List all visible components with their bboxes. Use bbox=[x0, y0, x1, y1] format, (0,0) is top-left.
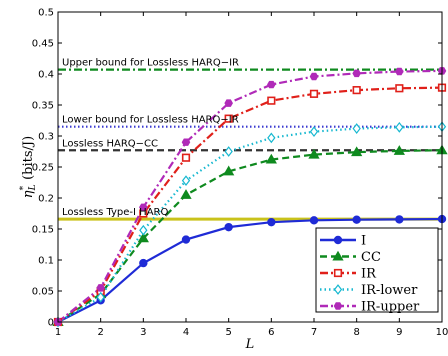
point-cc-9 bbox=[393, 145, 405, 155]
series-line-ir bbox=[57, 86, 443, 323]
legend-label-ir-upper: IR-upper bbox=[361, 300, 420, 315]
y-tick-label-10: 0.5 bbox=[38, 8, 54, 19]
legend-label-ir: IR bbox=[361, 267, 377, 282]
x-tick-label-4: 4 bbox=[183, 327, 189, 338]
legend-marker-ir-lower bbox=[333, 284, 343, 295]
y-axis-label-sup: * bbox=[19, 185, 29, 190]
y-axis-label: ηL* (bits/J) bbox=[19, 136, 38, 198]
point-ir-lower-9 bbox=[395, 121, 404, 133]
y-tick-label-9: 0.45 bbox=[32, 39, 54, 50]
legend-label-i: I bbox=[361, 234, 366, 249]
point-cc-6 bbox=[265, 153, 277, 164]
x-axis-label: L bbox=[245, 337, 255, 352]
x-tick-label-5: 5 bbox=[225, 327, 231, 338]
y-tick-label-0: 0 bbox=[48, 318, 54, 329]
y-axis-label-unit: (bits/J) bbox=[21, 136, 36, 180]
reference-label-lossless-harq-cc: Lossless HARQ−CC bbox=[62, 138, 158, 149]
y-tick-label-4: 0.2 bbox=[38, 194, 54, 205]
point-ir-lower-4 bbox=[181, 175, 191, 187]
point-ir-upper-9 bbox=[395, 67, 404, 76]
point-cc-7 bbox=[308, 148, 320, 159]
x-tick-label-8: 8 bbox=[353, 327, 359, 338]
x-tick-label-1: 1 bbox=[55, 327, 61, 338]
reference-label-upper-bound-for-lossless-harq-ir: Upper bound for Lossless HARQ−IR bbox=[62, 58, 239, 69]
point-i-9 bbox=[395, 215, 404, 224]
point-ir-lower-5 bbox=[224, 146, 233, 157]
point-ir-upper-3 bbox=[139, 203, 148, 212]
point-i-4 bbox=[181, 235, 191, 244]
legend-marker-i bbox=[333, 235, 343, 245]
point-ir-7 bbox=[309, 89, 319, 98]
legend-marker-ir bbox=[333, 268, 343, 278]
point-ir-6 bbox=[267, 96, 276, 105]
point-ir-lower-3 bbox=[139, 224, 148, 236]
y-tick-label-2: 0.1 bbox=[38, 256, 54, 267]
x-tick-label-9: 9 bbox=[396, 327, 402, 338]
x-tick-label-7: 7 bbox=[311, 327, 317, 338]
y-tick-label-6: 0.3 bbox=[38, 132, 54, 143]
series-lines bbox=[57, 69, 443, 323]
point-cc-3 bbox=[137, 232, 149, 243]
legend-label-cc: CC bbox=[361, 250, 381, 265]
point-i-7 bbox=[309, 216, 319, 225]
y-tick-label-3: 0.15 bbox=[32, 225, 54, 236]
point-ir-upper-2 bbox=[96, 284, 105, 292]
legend-label-ir-lower: IR-lower bbox=[361, 283, 418, 298]
x-axis-ticks: 1 2 3 4 5 6 7 8 9 10 bbox=[55, 12, 448, 338]
point-ir-lower-2 bbox=[96, 291, 105, 303]
point-ir-upper-8 bbox=[352, 69, 361, 78]
y-tick-label-1: 0.05 bbox=[32, 287, 54, 298]
point-ir-upper-6 bbox=[267, 80, 276, 89]
point-i-3 bbox=[139, 258, 148, 268]
point-i-8 bbox=[352, 215, 361, 224]
point-ir-lower-6 bbox=[267, 132, 276, 144]
y-axis-ticks: 0 0.05 0.1 0.15 0.2 0.25 0.3 0.35 0.4 0.45 0.5 bbox=[32, 8, 442, 329]
point-cc-8 bbox=[351, 146, 363, 157]
y-tick-label-7: 0.35 bbox=[32, 101, 54, 112]
y-axis-label-symbol: η bbox=[21, 190, 36, 198]
point-ir-5 bbox=[224, 114, 233, 123]
point-i-6 bbox=[267, 217, 276, 227]
reference-label-lossless-type-i-harq: Lossless Type-I HARQ bbox=[62, 207, 168, 218]
y-tick-label-5: 0.25 bbox=[32, 163, 54, 174]
x-tick-label-2: 2 bbox=[97, 327, 103, 338]
reference-label-lower-bound-for-lossless-harq-ir: Lower bound for Lossless HARQ−IR bbox=[62, 115, 239, 126]
y-tick-label-8: 0.4 bbox=[38, 70, 54, 81]
series-line-i bbox=[57, 217, 443, 323]
point-ir-lower-8 bbox=[352, 123, 361, 134]
point-cc-4 bbox=[180, 189, 192, 199]
y-axis-label-sub: L bbox=[28, 184, 38, 191]
point-ir-upper-4 bbox=[181, 138, 191, 146]
point-ir-4 bbox=[181, 153, 191, 162]
point-ir-upper-5 bbox=[224, 99, 233, 107]
point-ir-lower-7 bbox=[309, 126, 319, 138]
x-tick-label-6: 6 bbox=[268, 327, 274, 338]
x-tick-label-10: 10 bbox=[436, 327, 448, 338]
point-ir-upper-7 bbox=[309, 72, 319, 81]
x-tick-label-3: 3 bbox=[140, 327, 146, 338]
point-ir-9 bbox=[395, 84, 404, 93]
point-ir-8 bbox=[352, 86, 361, 95]
legend-marker-cc bbox=[332, 250, 344, 261]
legend-marker-ir-upper bbox=[333, 302, 343, 310]
reference-labels: Upper bound for Lossless HARQ−IR Lower bo… bbox=[62, 58, 239, 218]
point-i-5 bbox=[224, 222, 233, 232]
point-cc-5 bbox=[223, 165, 235, 176]
series-line-ir-upper bbox=[57, 69, 443, 323]
